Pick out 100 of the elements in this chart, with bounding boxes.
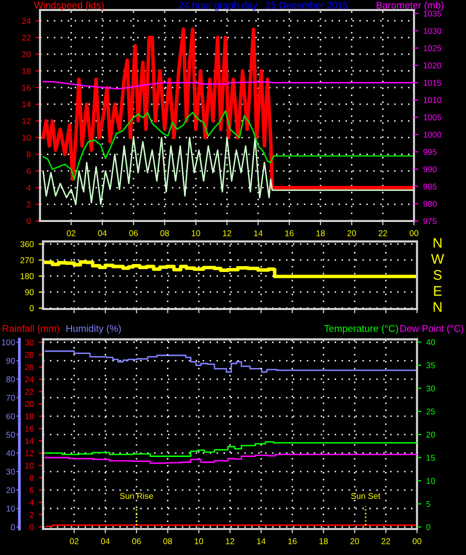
text: Dew Point (°C) (400, 324, 464, 334)
y3-tick-label: 40 (6, 450, 15, 456)
x-tick-label: 08 (160, 230, 169, 236)
y-tick-label: 26 (25, 364, 34, 370)
y3-tick-label: 10 (6, 506, 15, 512)
category-label: N (434, 302, 442, 312)
y2-tick-label: 1030 (424, 28, 442, 34)
category-label: N (434, 238, 442, 248)
x-tick-label: 02 (70, 538, 78, 544)
y-tick-label: 14 (22, 102, 31, 108)
y2-tick-label: 980 (423, 200, 437, 207)
x-tick-label: 00 (410, 230, 418, 236)
y2-tick-label: 5 (426, 501, 430, 507)
y-tick-label: 2 (30, 512, 34, 518)
y-tick-label: 24 (22, 18, 31, 24)
y-tick-label: 16 (22, 84, 31, 91)
x-tick-label: 06 (129, 230, 138, 236)
y2-tick-label: 35 (426, 362, 435, 368)
x-tick-label: 22 (378, 230, 388, 236)
y3-tick-label: 50 (6, 432, 15, 438)
x-tick-label: 04 (101, 538, 110, 544)
y2-axis-title: Barometer (mb) (376, 1, 444, 11)
y2-tick-label: 985 (423, 184, 437, 190)
ref-line-label: Sun Rise (120, 492, 154, 499)
y-tick-label: 0 (30, 305, 34, 312)
line-series (42, 110, 414, 180)
y2-tick-label: 1005 (424, 114, 442, 120)
y-tick-label: 20 (25, 401, 34, 408)
x-tick-label: 12 (226, 538, 234, 544)
y3-tick-label: 0 (10, 524, 15, 530)
series-label: Humidity (%) (66, 324, 121, 334)
y2-tick-label: 1000 (424, 132, 442, 138)
y2-tick-label: 10 (426, 478, 435, 484)
category-label: E (434, 286, 442, 296)
y2-tick-label: 1020 (424, 62, 442, 68)
x-tick-label: 12 (223, 230, 232, 236)
y-tick-label: 90 (25, 289, 34, 296)
y2-tick-label: 1025 (424, 45, 442, 52)
y2-tick-label: 1015 (424, 80, 442, 86)
y-tick-label: 20 (22, 51, 31, 58)
y2-tick-label: 975 (423, 218, 437, 224)
y-tick-label: 8 (30, 474, 34, 481)
y-tick-label: 22 (25, 388, 34, 395)
y2-tick-label: 0 (426, 524, 430, 530)
x-tick-label: 00 (412, 538, 422, 544)
x-tick-label: 04 (98, 230, 107, 236)
y-tick-label: 4 (26, 184, 31, 191)
x-tick-label: 16 (285, 230, 294, 236)
y2-tick-label: 1010 (424, 97, 442, 104)
y-tick-label: 360 (20, 241, 34, 248)
y-tick-label: 14 (25, 438, 34, 444)
y-tick-label: 0 (30, 524, 34, 530)
y-tick-label: 0 (26, 218, 31, 224)
y2-tick-label: 1035 (424, 10, 442, 17)
x-tick-label: 14 (254, 230, 263, 236)
x-tick-label: 16 (288, 538, 297, 544)
y-tick-label: 270 (20, 257, 34, 264)
y3-tick-label: 100 (2, 339, 15, 346)
y3-tick-label: 60 (6, 413, 15, 420)
y3-tick-label: 90 (6, 358, 15, 364)
y-tick-label: 16 (25, 426, 34, 432)
y2-tick-label: 15 (426, 454, 435, 461)
y-tick-label: 22 (22, 34, 31, 41)
category-label: W (431, 254, 444, 264)
y-tick-label: 12 (25, 450, 34, 456)
y2-tick-label: 40 (426, 339, 435, 346)
y3-tick-label: 70 (6, 394, 15, 401)
x-tick-label: 14 (257, 538, 266, 544)
y-axis-title: Windspeed (kts) (34, 1, 104, 11)
text: Temperature (°C) (324, 324, 398, 334)
y-tick-label: 12 (22, 118, 31, 124)
y-tick-label: 6 (30, 487, 34, 494)
y-tick-label: 6 (26, 168, 31, 174)
y-tick-label: 18 (25, 413, 34, 420)
y-tick-label: 18 (22, 68, 31, 74)
x-tick-label: 22 (382, 538, 390, 544)
chart-title: 24 hour graph day : 25 December 2015 (178, 1, 348, 11)
y3-tick-label: 30 (6, 468, 15, 475)
x-tick-label: 10 (194, 538, 204, 544)
text: Rainfall (mm) (2, 324, 60, 334)
y-tick-label: 10 (25, 462, 34, 469)
x-tick-label: 02 (66, 230, 76, 236)
y2-tick-label: 25 (426, 408, 435, 415)
y-tick-label: 28 (25, 352, 34, 358)
y-tick-label: 10 (22, 134, 31, 141)
x-tick-label: 18 (320, 538, 328, 544)
y-tick-label: 8 (26, 151, 31, 158)
y-tick-label: 2 (26, 202, 31, 208)
y-tick-label: 24 (25, 376, 34, 382)
y-tick-label: 30 (25, 340, 34, 346)
y3-tick-label: 80 (6, 376, 15, 382)
y-tick-label: 4 (30, 500, 34, 506)
ref-line-label: Sun Set (351, 492, 380, 499)
x-tick-label: 08 (163, 538, 172, 544)
y2-tick-label: 20 (426, 432, 435, 438)
category-label: S (434, 270, 442, 280)
x-tick-label: 20 (350, 538, 359, 544)
x-tick-label: 10 (192, 230, 200, 236)
line-series (42, 136, 414, 206)
y2-tick-label: 30 (426, 385, 435, 392)
